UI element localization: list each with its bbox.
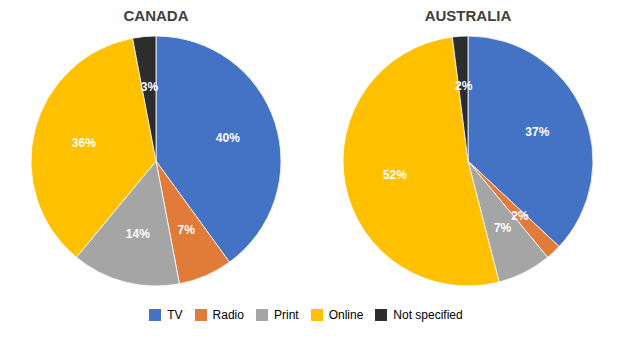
svg-text:37%: 37% — [525, 125, 549, 139]
svg-text:40%: 40% — [216, 131, 240, 145]
html-text:TV: TV — [167, 307, 183, 322]
html-text:Not specified: Not specified — [393, 307, 463, 322]
svg-text:2%: 2% — [455, 79, 473, 93]
svg-text:36%: 36% — [72, 136, 96, 150]
html-text:CANADA: CANADA — [123, 7, 189, 24]
svg-text:7%: 7% — [494, 221, 512, 235]
svg-text:3%: 3% — [141, 80, 159, 94]
html-text:Online: Online — [328, 307, 364, 322]
svg-text:52%: 52% — [383, 168, 407, 182]
svg-text:7%: 7% — [178, 223, 196, 237]
html-text:Print: Print — [274, 307, 299, 322]
svg-text:2%: 2% — [511, 209, 529, 223]
html-text:Radio: Radio — [212, 307, 244, 322]
html-text:AUSTRALIA: AUSTRALIA — [424, 7, 512, 24]
svg-text:14%: 14% — [126, 227, 150, 241]
